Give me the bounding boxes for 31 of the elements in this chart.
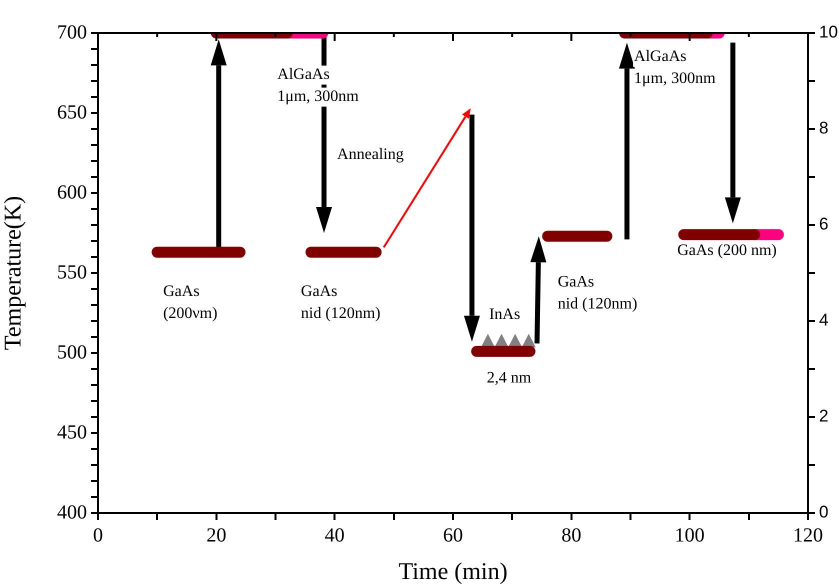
y2-tick-label: 2	[819, 406, 828, 426]
annotation: AlGaAs 1μm, 300nm	[634, 48, 716, 88]
annotation: GaAs (200νm)	[163, 283, 218, 322]
y-tick-label: 700	[57, 21, 87, 44]
annotation: 2,4 nm	[486, 370, 532, 387]
y-axis-title: Temperature(K)	[0, 196, 27, 350]
y2-tick-label: 10	[819, 22, 838, 42]
y2-tick-label: 8	[819, 118, 828, 138]
annotation: GaAs nid (120nm)	[558, 274, 638, 313]
x-tick-label: 60	[443, 524, 463, 546]
annotation: GaAs nid (120nm)	[300, 283, 380, 322]
x-tick-label: 100	[674, 524, 705, 546]
x-tick-label: 20	[206, 524, 226, 546]
x-tick-label: 120	[793, 524, 823, 546]
y2-tick-label: 6	[819, 214, 828, 234]
y-tick-label: 400	[57, 501, 87, 524]
annotation: Annealing	[337, 146, 404, 163]
y-tick-label: 650	[57, 101, 87, 124]
y-tick-label: 500	[57, 341, 87, 364]
x-axis-title: Time (min)	[398, 558, 508, 585]
x-tick-label: 0	[93, 524, 103, 546]
y-tick-label: 450	[57, 421, 87, 444]
annotation: GaAs (200 nm)	[677, 242, 777, 259]
x-tick-label: 40	[324, 524, 345, 546]
annotation: InAs	[489, 306, 520, 323]
x-tick-label: 80	[561, 524, 582, 546]
y-tick-label: 600	[57, 181, 87, 204]
y-tick-label: 550	[57, 261, 87, 284]
y2-tick-label: 4	[819, 310, 828, 330]
y2-tick-label: 0	[819, 502, 828, 522]
annotation: AlGaAs 1μm, 300nm	[277, 66, 360, 105]
